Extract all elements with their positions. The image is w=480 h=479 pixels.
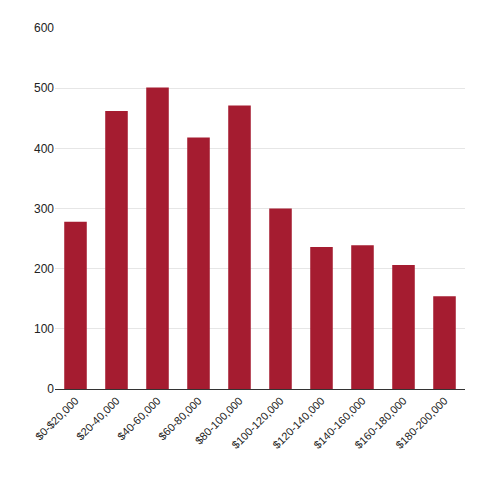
svg-text:0: 0 — [47, 382, 54, 396]
svg-text:$100-120,000: $100-120,000 — [229, 395, 286, 452]
svg-text:500: 500 — [34, 81, 54, 95]
svg-text:400: 400 — [34, 142, 54, 156]
svg-text:$60-80,000: $60-80,000 — [156, 395, 204, 443]
svg-text:$20-40,000: $20-40,000 — [74, 395, 122, 443]
svg-text:$140-160,000: $140-160,000 — [311, 395, 368, 452]
svg-text:300: 300 — [34, 202, 54, 216]
svg-text:$40-60,000: $40-60,000 — [115, 395, 163, 443]
svg-text:$80-100,000: $80-100,000 — [193, 395, 245, 447]
svg-text:600: 600 — [34, 21, 54, 35]
svg-text:$0-$20,000: $0-$20,000 — [33, 395, 81, 443]
svg-text:200: 200 — [34, 262, 54, 276]
svg-text:$180-200,000: $180-200,000 — [393, 395, 450, 452]
svg-text:$160-180,000: $160-180,000 — [352, 395, 409, 452]
svg-text:100: 100 — [34, 322, 54, 336]
svg-text:$120-140,000: $120-140,000 — [270, 395, 327, 452]
